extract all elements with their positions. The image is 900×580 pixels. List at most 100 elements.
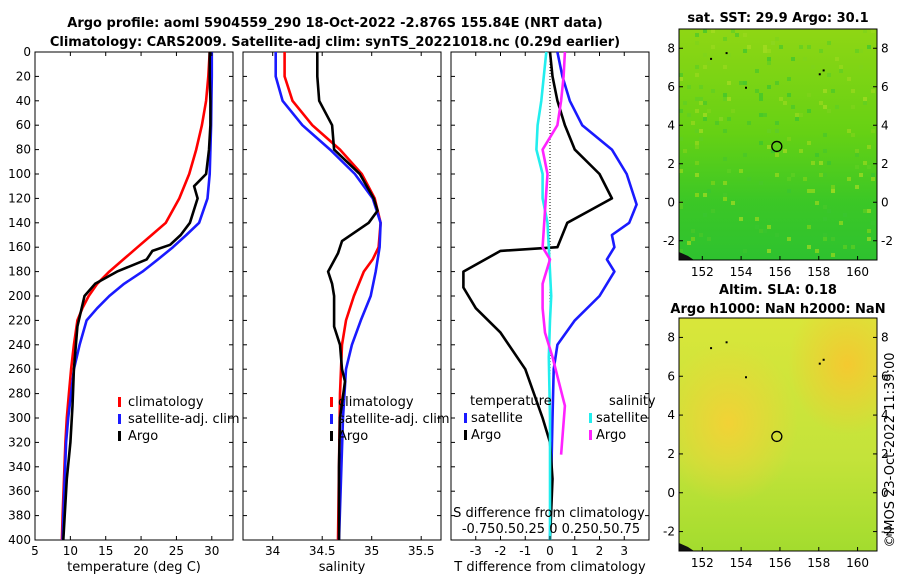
sst-pixel: [807, 93, 811, 97]
sst-pixel: [711, 89, 715, 93]
sst-pixel: [707, 189, 711, 193]
y-tick-label: 60: [16, 118, 31, 132]
sst-pixel: [723, 93, 727, 97]
sst-pixel: [699, 85, 703, 89]
sst-pixel: [799, 149, 803, 153]
y-tick-label: 140: [8, 216, 31, 230]
sst-pixel: [711, 29, 715, 33]
sst-pixel: [679, 137, 683, 141]
sst-pixel: [767, 85, 771, 89]
sst-pixel: [823, 217, 827, 221]
sst-pixel: [835, 105, 839, 109]
x-tick-label: 2: [596, 544, 604, 558]
sst-pixel: [691, 121, 695, 125]
sst-pixel: [727, 169, 731, 173]
sst-pixel: [823, 149, 827, 153]
sst-pixel: [851, 89, 855, 93]
legend-swatch-temperature-argo: [464, 430, 467, 440]
sst-pixel: [795, 113, 799, 117]
sst-pixel: [795, 117, 799, 121]
sst-pixel: [827, 161, 831, 165]
sst-pixel: [799, 113, 803, 117]
sst-pixel: [871, 221, 875, 225]
x-tick-label: 34: [265, 544, 280, 558]
legend-label-satellite: satellite-adj. clim: [128, 412, 240, 427]
island-speck: [818, 362, 821, 365]
sst-pixel: [807, 225, 811, 229]
sst-pixel: [759, 97, 763, 101]
sst-pixel: [831, 189, 835, 193]
sst-pixel: [823, 237, 827, 241]
y-tick-label: 120: [8, 191, 31, 205]
series-argo: [62, 52, 212, 541]
sst-pixel: [867, 165, 871, 169]
y-tick-label: 340: [8, 460, 31, 474]
x-tick-label: 25: [169, 544, 184, 558]
sst-pixel: [687, 113, 691, 117]
sst-pixel: [703, 113, 707, 117]
sst-pixel: [695, 193, 699, 197]
sst-pixel: [803, 177, 807, 181]
sst-pixel: [767, 249, 771, 253]
sst-pixel: [787, 189, 791, 193]
legend-swatch-climatology: [330, 397, 333, 407]
island-speck: [710, 347, 713, 350]
sst-pixel: [743, 49, 747, 53]
sst-pixel: [763, 229, 767, 233]
sst-pixel: [755, 217, 759, 221]
sst-pixel: [867, 145, 871, 149]
map-y-tick-label: 8: [667, 41, 675, 55]
map-y-tick-label: 6: [667, 369, 675, 383]
sst-pixel: [863, 161, 867, 165]
map-y-tick-label-right: 8: [881, 41, 889, 55]
sst-pixel: [767, 225, 771, 229]
y-tick-label: 380: [8, 509, 31, 523]
sst-pixel: [759, 113, 763, 117]
sst-pixel: [791, 105, 795, 109]
sst-pixel: [823, 233, 827, 237]
sst-pixel: [843, 245, 847, 249]
sst-pixel: [819, 161, 823, 165]
map-x-tick-label: 156: [768, 265, 791, 279]
sst-pixel: [679, 249, 683, 253]
x-tick-label: 35: [364, 544, 379, 558]
sst-pixel: [711, 45, 715, 49]
legend-swatch-climatology: [118, 397, 121, 407]
map-x-tick-label: 154: [730, 556, 753, 570]
sst-pixel: [815, 153, 819, 157]
sst-pixel: [823, 205, 827, 209]
sst-pixel: [727, 53, 731, 57]
sst-pixel: [723, 37, 727, 41]
sst-pixel: [707, 109, 711, 113]
map-x-tick-label: 152: [691, 265, 714, 279]
title-line-2: Climatology: CARS2009. Satellite-adj cli…: [50, 35, 620, 50]
sst-map-panel: sat. SST: 29.9 Argo: 30.1 152 154 156 158 16…: [663, 11, 893, 279]
sst-pixel: [867, 45, 871, 49]
sst-pixel: [799, 45, 803, 49]
sst-pixel: [731, 29, 735, 33]
sst-pixel: [775, 173, 779, 177]
map-y-tick-label-right: -2: [881, 525, 893, 539]
sst-pixel: [839, 65, 843, 69]
sst-pixel: [791, 173, 795, 177]
sst-pixel: [839, 221, 843, 225]
sst-pixel: [827, 73, 831, 77]
sst-pixel: [747, 45, 751, 49]
sst-pixel: [823, 173, 827, 177]
x-tick-label: 0: [546, 544, 554, 558]
sst-pixel: [695, 109, 699, 113]
title-line-1: Argo profile: aoml 5904559_290 18-Oct-20…: [67, 16, 602, 31]
map-y-tick-label: 2: [667, 157, 675, 171]
sst-pixel: [759, 181, 763, 185]
sst-pixel: [759, 229, 763, 233]
legend-label-argo: Argo: [128, 429, 158, 444]
sst-pixel: [827, 41, 831, 45]
sst-pixel: [819, 101, 823, 105]
sst-pixel: [683, 149, 687, 153]
series-temperature-argo: [462, 51, 614, 541]
series-temperature-satellite: [548, 51, 638, 541]
map-y-tick-label-right: 0: [881, 486, 889, 500]
sst-pixel: [679, 169, 683, 173]
sst-pixel: [787, 77, 791, 81]
sst-pixel: [851, 133, 855, 137]
